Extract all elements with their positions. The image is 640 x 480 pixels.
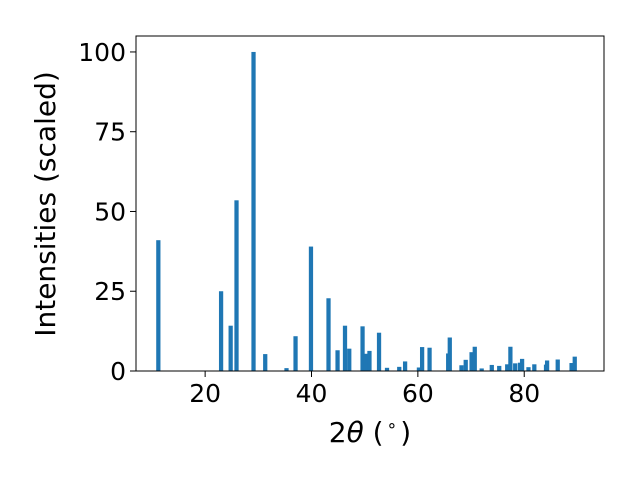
x-tick-label: 60 xyxy=(402,379,434,408)
bar xyxy=(234,200,239,371)
bars-layer xyxy=(156,51,577,371)
ticks-layer: 20 40 60 80 0 25 50 75 100 xyxy=(78,38,540,408)
bar xyxy=(505,364,510,371)
bar xyxy=(532,364,537,371)
bar xyxy=(360,326,365,371)
y-tick-label: 75 xyxy=(94,118,126,147)
bar xyxy=(469,352,474,371)
plot-area xyxy=(136,36,604,371)
bar xyxy=(293,336,298,371)
x-axis-title: 2θ (∘) xyxy=(329,416,411,449)
bar xyxy=(508,346,513,371)
y-axis-title: Intensities (scaled) xyxy=(29,71,62,337)
bar xyxy=(569,363,574,371)
x-tick-label: 20 xyxy=(189,379,221,408)
bar xyxy=(526,367,531,371)
x-tick-label: 80 xyxy=(508,379,540,408)
bar xyxy=(479,368,484,371)
bar xyxy=(384,367,390,371)
bar xyxy=(427,347,432,371)
y-tick-label: 50 xyxy=(94,197,126,226)
bar xyxy=(326,298,331,371)
bar xyxy=(472,346,477,371)
bar xyxy=(342,325,348,371)
bar xyxy=(519,358,525,371)
bar xyxy=(447,337,452,371)
bar xyxy=(555,359,560,371)
bar xyxy=(218,291,224,371)
bar xyxy=(367,350,372,371)
bar xyxy=(419,347,425,371)
bar xyxy=(363,353,368,371)
bar xyxy=(416,367,422,371)
y-tick-label: 25 xyxy=(94,277,126,306)
bar xyxy=(402,361,408,371)
y-tick-label: 0 xyxy=(110,357,126,386)
plot-frame xyxy=(135,35,605,372)
bar xyxy=(463,359,468,371)
bar xyxy=(497,365,502,371)
bar xyxy=(397,366,402,371)
bar xyxy=(156,240,161,371)
bar xyxy=(347,348,352,371)
bar xyxy=(572,356,577,371)
bar xyxy=(376,332,382,371)
x-tick-label: 40 xyxy=(296,379,328,408)
bar xyxy=(513,363,518,371)
y-tick-label: 100 xyxy=(78,38,126,67)
bar xyxy=(335,350,340,371)
bar xyxy=(308,246,314,371)
bar xyxy=(228,325,233,371)
bar xyxy=(459,365,464,371)
bar xyxy=(544,360,550,371)
bar xyxy=(263,354,268,371)
bar xyxy=(489,364,494,371)
bar xyxy=(284,368,289,371)
bar xyxy=(251,51,256,371)
